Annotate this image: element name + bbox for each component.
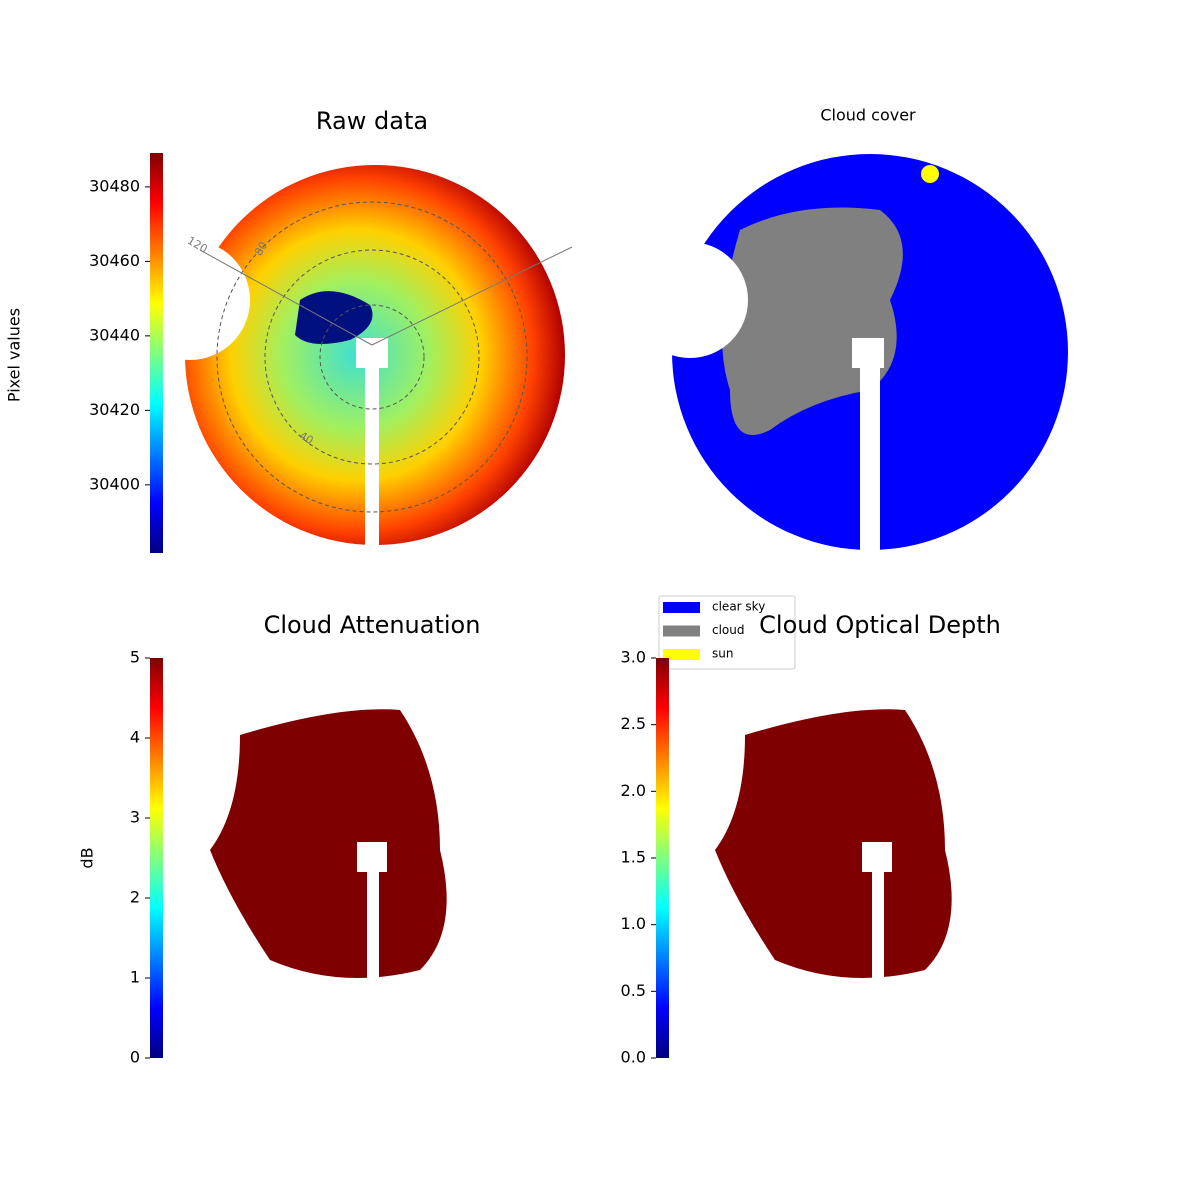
colorbar-tick-label: 30440 bbox=[89, 325, 140, 344]
colorbar-tick-label: 1.0 bbox=[621, 914, 646, 933]
colorbar-tick-label: 3 bbox=[130, 808, 140, 827]
colorbar-tick-label: 0 bbox=[130, 1048, 140, 1067]
legend-swatch bbox=[663, 649, 700, 660]
panel-title: Cloud Attenuation bbox=[264, 611, 481, 639]
colorbar-tick-label: 1 bbox=[130, 968, 140, 987]
colorbar-tick-label: 30420 bbox=[89, 400, 140, 419]
colorbar-tick-label: 30400 bbox=[89, 474, 140, 493]
raw-image bbox=[130, 165, 573, 555]
colorbar-tick-label: 5 bbox=[130, 648, 140, 667]
colorbar-tick-label: 4 bbox=[130, 728, 140, 747]
legend-swatch bbox=[663, 602, 700, 613]
polar-grid-label: 80 bbox=[252, 239, 270, 258]
legend-swatch bbox=[663, 625, 700, 637]
colorbar-tick-label: 3.0 bbox=[621, 648, 646, 667]
colorbar-tick-label: 2.0 bbox=[621, 781, 646, 800]
colorbar-tick-label: 30460 bbox=[89, 251, 140, 270]
panel-title: Cloud cover bbox=[820, 106, 916, 125]
cloud-cover-image bbox=[632, 154, 1068, 555]
colorbar-label: Pixel values bbox=[5, 308, 24, 402]
colorbar bbox=[150, 658, 163, 1058]
colorbar-tick-label: 0.5 bbox=[621, 981, 646, 1000]
colorbar-tick-label: 2 bbox=[130, 888, 140, 907]
colorbar-label: dB bbox=[78, 847, 97, 868]
panel-title: Raw data bbox=[316, 107, 428, 135]
colorbar-tick-label: 2.5 bbox=[621, 714, 646, 733]
panel-title: Cloud Optical Depth bbox=[759, 611, 1001, 639]
colorbar bbox=[656, 658, 669, 1058]
legend-label: clear sky bbox=[712, 600, 765, 614]
attenuation-image bbox=[210, 709, 447, 990]
colorbar-tick-label: 0.0 bbox=[621, 1048, 646, 1067]
optical-depth-image bbox=[715, 709, 952, 990]
colorbar-tick-label: 30480 bbox=[89, 176, 140, 195]
legend-label: sun bbox=[712, 647, 733, 661]
legend-label: cloud bbox=[712, 623, 745, 637]
colorbar bbox=[150, 153, 163, 553]
polar-grid-label: 40 bbox=[297, 429, 316, 447]
colorbar-tick-label: 1.5 bbox=[621, 848, 646, 867]
